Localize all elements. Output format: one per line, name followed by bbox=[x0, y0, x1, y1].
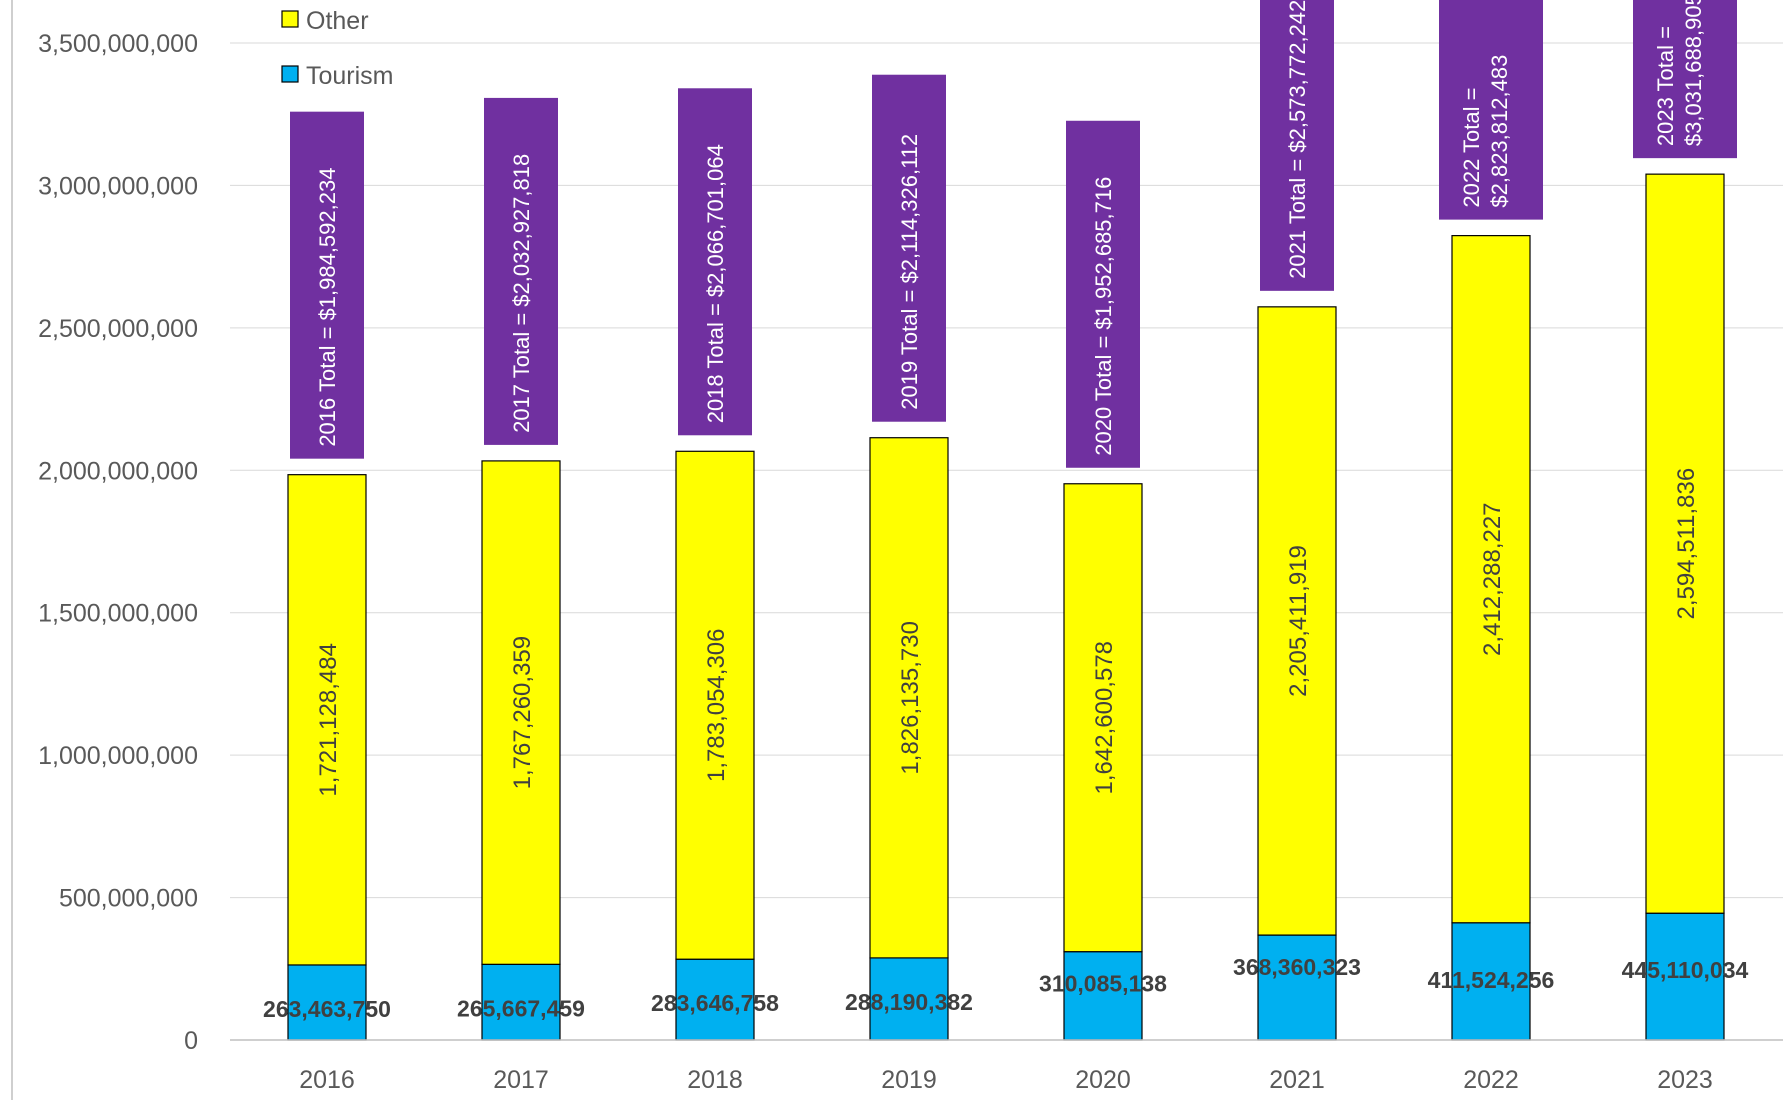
y-tick-label: 2,500,000,000 bbox=[38, 315, 198, 343]
bar-other bbox=[287, 474, 367, 966]
tourism-data-label: 368,360,323 bbox=[1233, 954, 1361, 980]
total-label: 2020 Total = $1,952,685,716 bbox=[1091, 177, 1116, 456]
bar-tourism bbox=[481, 963, 561, 1041]
other-data-label: 1,721,128,484 bbox=[315, 643, 342, 796]
bar-tourism bbox=[1257, 934, 1337, 1041]
x-tick-label: 2023 bbox=[1657, 1066, 1713, 1094]
bar-tourism bbox=[675, 958, 755, 1041]
bar-tourism bbox=[1645, 912, 1725, 1041]
y-tick-label: 500,000,000 bbox=[59, 885, 198, 913]
tourism-data-label: 265,667,459 bbox=[457, 995, 585, 1021]
total-callout-box bbox=[872, 74, 946, 422]
tourism-data-label: 288,190,382 bbox=[845, 989, 973, 1015]
total-label: 2021 Total = $2,573,772,242 bbox=[1285, 0, 1310, 279]
total-label: 2023 Total = bbox=[1653, 26, 1678, 146]
total-callout-box bbox=[678, 88, 752, 436]
y-tick-label: 2,000,000,000 bbox=[38, 457, 198, 485]
bar-tourism bbox=[1063, 951, 1143, 1041]
total-callout-box bbox=[1633, 0, 1737, 159]
total-label: 2016 Total = $1,984,592,234 bbox=[315, 168, 340, 447]
y-tick-label: 1,000,000,000 bbox=[38, 742, 198, 770]
x-tick-label: 2018 bbox=[687, 1066, 743, 1094]
bar-tourism bbox=[287, 964, 367, 1041]
tourism-data-label: 445,110,034 bbox=[1622, 957, 1749, 983]
bar-other bbox=[1063, 483, 1143, 953]
y-tick-label: 1,500,000,000 bbox=[38, 600, 198, 628]
legend-label-tourism: Tourism bbox=[306, 62, 394, 90]
y-tick-label: 3,500,000,000 bbox=[38, 30, 198, 58]
total-label: 2019 Total = $2,114,326,112 bbox=[897, 134, 922, 410]
bar-other bbox=[1257, 306, 1337, 936]
bar-other bbox=[1645, 173, 1725, 914]
tourism-data-label: 411,524,256 bbox=[1428, 967, 1555, 993]
total-label: $2,823,812,483 bbox=[1487, 55, 1512, 208]
legend-label-other: Other bbox=[306, 7, 369, 35]
bar-other bbox=[675, 450, 755, 960]
bar-other bbox=[1451, 235, 1531, 924]
x-tick-label: 2022 bbox=[1463, 1066, 1519, 1094]
x-tick-label: 2021 bbox=[1269, 1066, 1325, 1094]
tourism-data-label: 283,646,758 bbox=[651, 990, 779, 1016]
total-label: 2017 Total = $2,032,927,818 bbox=[509, 154, 534, 433]
total-callout-box bbox=[1066, 120, 1140, 468]
total-label: 2018 Total = $2,066,701,064 bbox=[703, 144, 728, 423]
legend-swatch-tourism bbox=[281, 65, 299, 83]
total-callout-box bbox=[290, 111, 364, 459]
tourism-data-label: 310,085,138 bbox=[1039, 971, 1167, 997]
other-data-label: 2,205,411,919 bbox=[1285, 545, 1312, 697]
x-tick-label: 2017 bbox=[493, 1066, 549, 1094]
tourism-data-label: 263,463,750 bbox=[263, 996, 391, 1022]
other-data-label: 1,783,054,306 bbox=[703, 629, 730, 782]
total-callout-box bbox=[1260, 0, 1334, 291]
legend-swatch-other bbox=[281, 10, 299, 28]
total-callout-box bbox=[1439, 0, 1543, 220]
total-label: 2022 Total = bbox=[1459, 88, 1484, 208]
x-tick-label: 2020 bbox=[1075, 1066, 1131, 1094]
bar-other bbox=[869, 437, 949, 959]
total-label: $3,031,688,905 bbox=[1681, 0, 1706, 146]
other-data-label: 2,412,288,227 bbox=[1479, 502, 1506, 655]
bar-other bbox=[481, 460, 561, 965]
other-data-label: 2,594,511,836 bbox=[1673, 468, 1700, 620]
other-data-label: 1,826,135,730 bbox=[897, 621, 924, 774]
y-tick-label: 0 bbox=[184, 1027, 198, 1055]
x-tick-label: 2016 bbox=[299, 1066, 355, 1094]
y-tick-label: 3,000,000,000 bbox=[38, 172, 198, 200]
other-data-label: 1,642,600,578 bbox=[1091, 641, 1118, 794]
x-tick-label: 2019 bbox=[881, 1066, 937, 1094]
total-callout-box bbox=[484, 97, 558, 445]
bar-tourism bbox=[1451, 922, 1531, 1041]
other-data-label: 1,767,260,359 bbox=[509, 636, 536, 789]
